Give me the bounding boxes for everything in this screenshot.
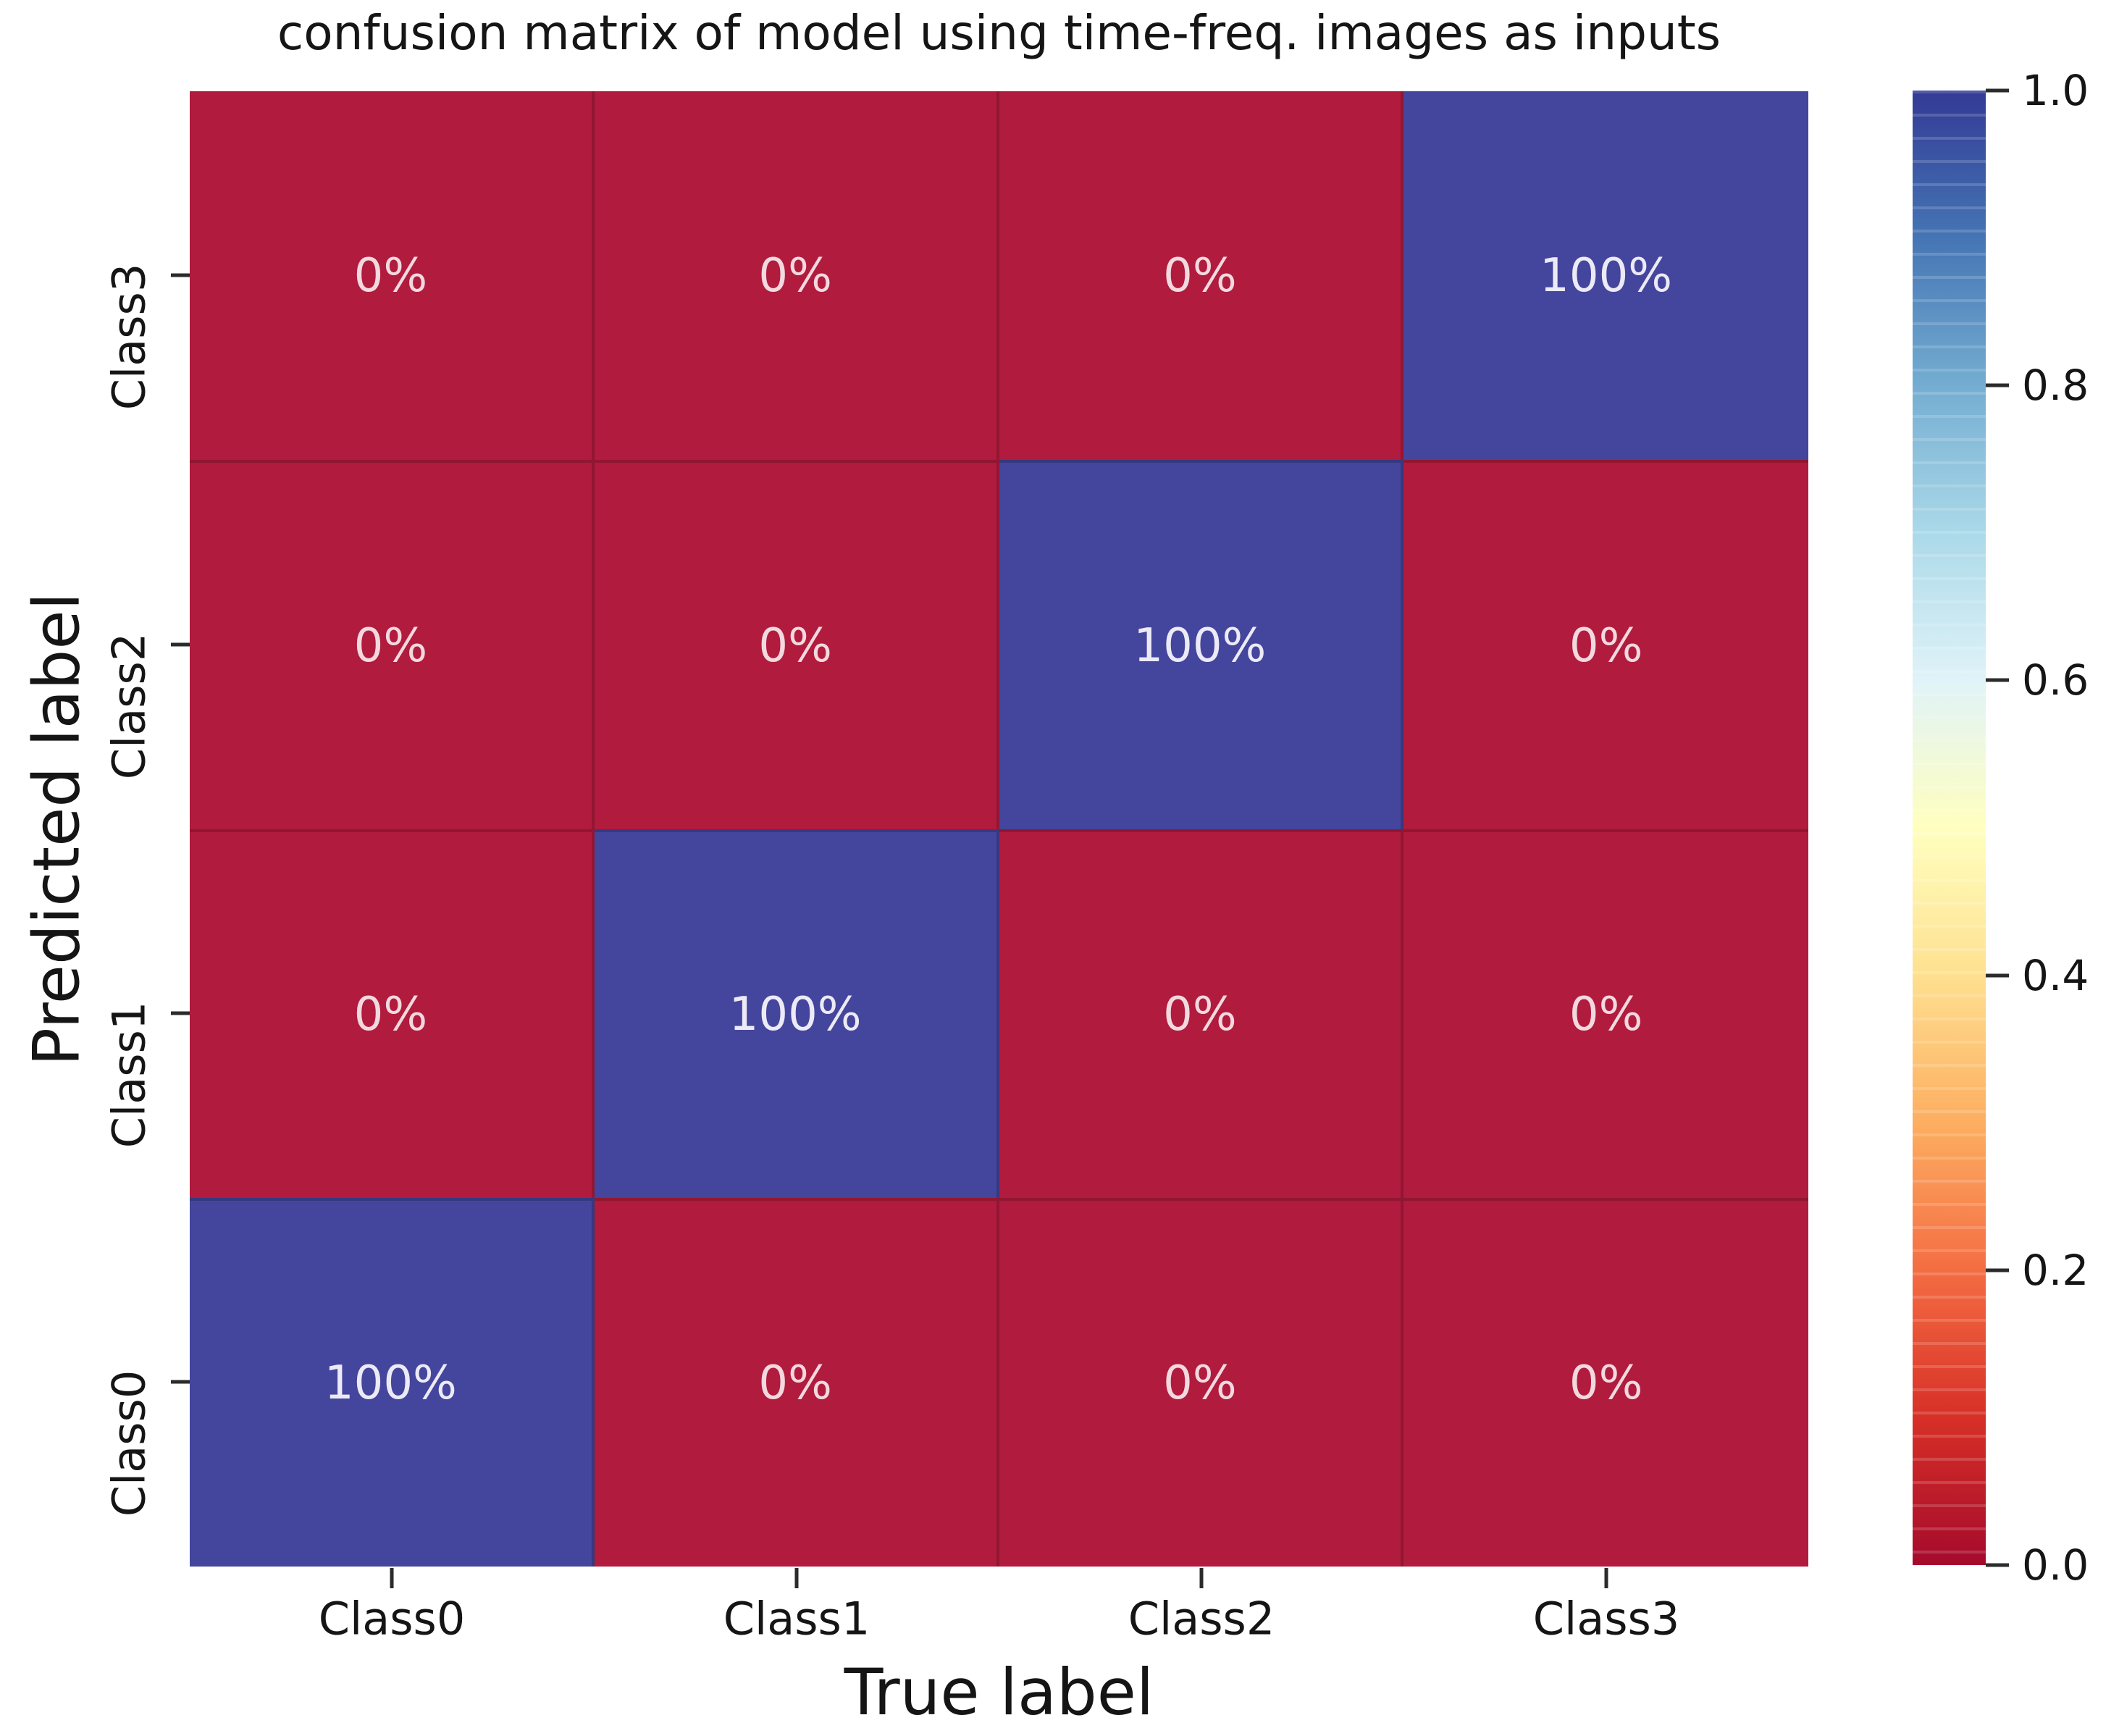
cell-value-label: 0%	[758, 1356, 832, 1411]
cell-value-label: 0%	[1569, 618, 1643, 673]
cell-value-label: 0%	[353, 988, 428, 1042]
y-tick-mark	[171, 1011, 190, 1015]
matrix-cell-predClass3-trueClass1: 0%	[594, 91, 999, 461]
matrix-cell-predClass2-trueClass0: 0%	[190, 460, 595, 829]
x-tick-mark	[794, 1568, 799, 1588]
colorbar-tick-label-0.4: 0.4	[2022, 951, 2089, 1000]
x-tick-mark	[1604, 1568, 1608, 1588]
matrix-cell-predClass2-trueClass1: 0%	[594, 460, 999, 829]
x-tick-label-class2: Class2	[1128, 1592, 1275, 1645]
matrix-cell-predClass0-trueClass3: 0%	[1403, 1197, 1808, 1567]
matrix-cell-predClass1-trueClass3: 0%	[1403, 829, 1808, 1198]
matrix-cell-predClass1-trueClass0: 0%	[190, 829, 595, 1198]
y-tick-mark	[171, 1380, 190, 1384]
matrix-cell-predClass0-trueClass1: 0%	[594, 1197, 999, 1567]
cell-value-label: 0%	[1569, 988, 1643, 1042]
colorbar-tick-label-0.2: 0.2	[2022, 1246, 2089, 1295]
cell-value-label: 0%	[758, 618, 832, 673]
matrix-cell-predClass3-trueClass0: 0%	[190, 91, 595, 461]
matrix-cell-predClass3-trueClass2: 0%	[999, 91, 1404, 461]
y-tick-label-class1: Class1	[102, 1001, 156, 1149]
colorbar-tick-mark	[1986, 1268, 2009, 1272]
x-axis-label: True label	[844, 1655, 1154, 1729]
cell-value-label: 0%	[758, 248, 832, 303]
cell-value-label: 0%	[353, 618, 428, 673]
colorbar-tick-label-0.8: 0.8	[2022, 361, 2089, 410]
x-tick-label-class0: Class0	[318, 1592, 466, 1645]
cell-value-label: 0%	[353, 248, 428, 303]
cell-value-label: 100%	[1133, 618, 1267, 673]
x-tick-mark	[390, 1568, 394, 1588]
colorbar-tick-mark	[1986, 973, 2009, 978]
colorbar	[1913, 91, 1986, 1565]
y-tick-label-class0: Class0	[102, 1370, 156, 1517]
cell-value-label: 0%	[1163, 1356, 1237, 1411]
cell-value-label: 0%	[1163, 988, 1237, 1042]
colorbar-tick-mark	[1986, 383, 2009, 387]
y-tick-mark	[171, 642, 190, 647]
x-tick-label-class3: Class3	[1532, 1592, 1680, 1645]
y-tick-label-class2: Class2	[102, 632, 156, 780]
colorbar-tick-label-0.0: 0.0	[2022, 1540, 2089, 1590]
y-tick-mark	[171, 273, 190, 277]
cell-value-label: 0%	[1569, 1356, 1643, 1411]
matrix-cell-predClass3-trueClass3: 100%	[1403, 91, 1808, 461]
x-tick-label-class1: Class1	[723, 1592, 870, 1645]
cell-value-label: 0%	[1163, 248, 1237, 303]
x-tick-mark	[1199, 1568, 1204, 1588]
cell-value-label: 100%	[729, 988, 862, 1042]
colorbar-tick-label-0.6: 0.6	[2022, 655, 2089, 705]
heatmap-grid: 0% 0% 0% 100% 0% 0% 100% 0% 0% 100% 0% 0% 100% 0% 0% 0%	[190, 91, 1808, 1567]
matrix-cell-predClass1-trueClass1: 100%	[594, 829, 999, 1198]
colorbar-tick-mark	[1986, 88, 2009, 93]
colorbar-tick-label-1.0: 1.0	[2022, 66, 2089, 115]
matrix-cell-predClass1-trueClass2: 0%	[999, 829, 1404, 1198]
y-tick-label-class3: Class3	[102, 263, 156, 411]
matrix-cell-predClass0-trueClass2: 0%	[999, 1197, 1404, 1567]
matrix-cell-predClass0-trueClass0: 100%	[190, 1197, 595, 1567]
matrix-cell-predClass2-trueClass2: 100%	[999, 460, 1404, 829]
matrix-cell-predClass2-trueClass3: 0%	[1403, 460, 1808, 829]
cell-value-label: 100%	[1540, 248, 1673, 303]
cell-value-label: 100%	[324, 1356, 457, 1411]
chart-title: confusion matrix of model using time-fre…	[277, 5, 1721, 61]
colorbar-tick-mark	[1986, 678, 2009, 682]
colorbar-tick-mark	[1986, 1563, 2009, 1567]
colorbar-band-lines	[1913, 91, 1986, 1565]
y-axis-label: Predicted label	[19, 592, 94, 1066]
